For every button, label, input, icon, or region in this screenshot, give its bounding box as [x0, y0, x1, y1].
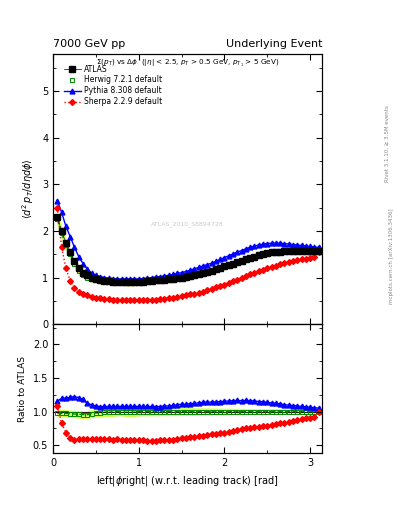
- Text: Rivet 3.1.10, ≥ 3.5M events: Rivet 3.1.10, ≥ 3.5M events: [385, 105, 389, 182]
- Text: ATLAS_2010_S8894728: ATLAS_2010_S8894728: [151, 221, 224, 227]
- X-axis label: left|$\phi$right| (w.r.t. leading track) [rad]: left|$\phi$right| (w.r.t. leading track)…: [96, 474, 279, 487]
- Text: Underlying Event: Underlying Event: [226, 38, 322, 49]
- Y-axis label: $\langle d^2\,p_T/d\eta d\phi\rangle$: $\langle d^2\,p_T/d\eta d\phi\rangle$: [20, 159, 37, 220]
- Text: $\Sigma(p_T)$ vs $\Delta\phi$  ($|\eta|$ < 2.5, $p_T$ > 0.5 GeV, $p_{T_1}$ > 5 G: $\Sigma(p_T)$ vs $\Delta\phi$ ($|\eta|$ …: [96, 58, 279, 69]
- Y-axis label: Ratio to ATLAS: Ratio to ATLAS: [18, 356, 27, 422]
- Legend: ATLAS, Herwig 7.2.1 default, Pythia 8.308 default, Sherpa 2.2.9 default: ATLAS, Herwig 7.2.1 default, Pythia 8.30…: [62, 63, 163, 108]
- Text: 7000 GeV pp: 7000 GeV pp: [53, 38, 125, 49]
- Text: mcplots.cern.ch [arXiv:1306.3436]: mcplots.cern.ch [arXiv:1306.3436]: [389, 208, 393, 304]
